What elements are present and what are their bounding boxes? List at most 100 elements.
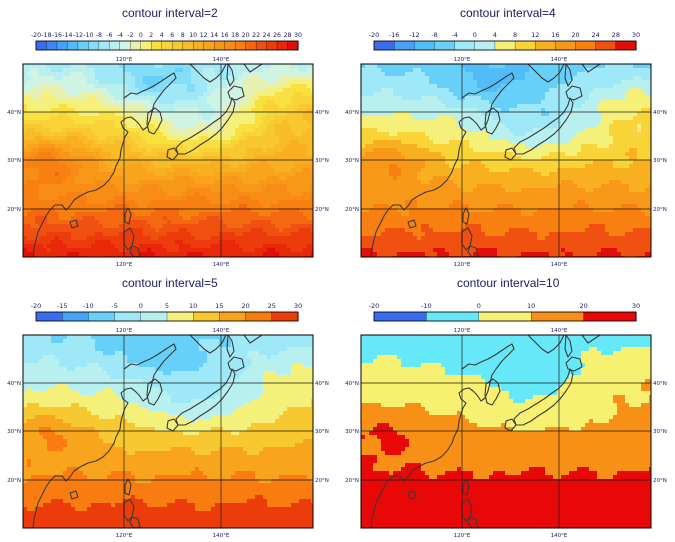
field-cell xyxy=(279,224,283,228)
field-cell xyxy=(227,136,231,140)
field-cell xyxy=(259,116,263,120)
field-cell xyxy=(167,132,171,136)
field-cell xyxy=(525,72,529,76)
field-cell xyxy=(27,180,31,184)
field-cell xyxy=(103,208,107,212)
field-cell xyxy=(183,100,187,104)
field-cell xyxy=(593,96,597,100)
field-cell xyxy=(629,80,633,84)
field-cell xyxy=(159,164,163,168)
field-cell xyxy=(585,128,589,132)
field-cell xyxy=(87,84,91,88)
field-cell xyxy=(155,248,159,252)
field-cell xyxy=(23,148,27,152)
field-cell xyxy=(179,212,183,216)
field-cell xyxy=(299,68,303,72)
field-cell xyxy=(163,212,167,216)
field-cell xyxy=(299,232,303,236)
field-cell xyxy=(525,80,529,84)
field-cell xyxy=(151,192,155,196)
field-cell xyxy=(211,96,215,100)
field-cell xyxy=(143,64,147,68)
field-cell xyxy=(27,172,31,176)
field-cell xyxy=(147,232,151,236)
field-cell xyxy=(35,180,39,184)
field-cell xyxy=(187,232,191,236)
field-cell xyxy=(617,104,621,108)
field-cell xyxy=(287,160,291,164)
field-cell xyxy=(215,204,219,208)
field-cell xyxy=(35,140,39,144)
field-cell xyxy=(191,112,195,116)
field-cell xyxy=(191,120,195,124)
field-cell xyxy=(235,128,239,132)
field-cell xyxy=(159,192,163,196)
field-cell xyxy=(247,172,251,176)
field-cell xyxy=(191,84,195,88)
field-cell xyxy=(295,212,299,216)
field-cell xyxy=(51,80,55,84)
field-cell xyxy=(291,224,295,228)
field-cell xyxy=(95,232,99,236)
field-cell xyxy=(381,72,385,76)
field-cell xyxy=(251,100,255,104)
field-cell xyxy=(143,248,147,252)
field-cell xyxy=(291,88,295,92)
field-cell xyxy=(283,140,287,144)
field-cell xyxy=(187,248,191,252)
field-cell xyxy=(75,76,79,80)
field-cell xyxy=(59,168,63,172)
field-cell xyxy=(291,228,295,232)
field-cell xyxy=(287,64,291,68)
field-cell xyxy=(27,252,31,256)
colorbar-bin xyxy=(596,41,617,50)
field-cell xyxy=(613,92,617,96)
field-cell xyxy=(175,128,179,132)
field-cell xyxy=(123,120,127,124)
field-cell xyxy=(167,96,171,100)
field-cell xyxy=(175,172,179,176)
field-cell xyxy=(187,212,191,216)
field-cell xyxy=(207,168,211,172)
field-cell xyxy=(613,68,617,72)
field-cell xyxy=(461,104,465,108)
field-cell xyxy=(135,196,139,200)
field-cell xyxy=(75,104,79,108)
field-cell xyxy=(123,204,127,208)
field-cell xyxy=(263,144,267,148)
field-cell xyxy=(299,140,303,144)
field-cell xyxy=(51,72,55,76)
field-cell xyxy=(303,204,307,208)
field-cell xyxy=(115,204,119,208)
field-cell xyxy=(469,104,473,108)
field-cell xyxy=(569,92,573,96)
field-cell xyxy=(389,76,393,80)
field-cell xyxy=(263,116,267,120)
field-cell xyxy=(59,220,63,224)
field-cell xyxy=(295,92,299,96)
field-cell xyxy=(239,180,243,184)
field-cell xyxy=(79,132,83,136)
field-cell xyxy=(207,88,211,92)
field-cell xyxy=(255,188,259,192)
field-cell xyxy=(609,124,613,128)
field-cell xyxy=(577,64,581,68)
field-cell xyxy=(457,116,461,120)
field-cell xyxy=(203,192,207,196)
field-cell xyxy=(287,216,291,220)
field-cell xyxy=(247,100,251,104)
field-cell xyxy=(405,84,409,88)
field-cell xyxy=(303,120,307,124)
colorbar-bin xyxy=(57,41,68,50)
field-cell xyxy=(171,128,175,132)
field-cell xyxy=(59,232,63,236)
field-cell xyxy=(23,224,27,228)
field-cell xyxy=(299,252,303,256)
field-cell xyxy=(397,76,401,80)
field-cell xyxy=(637,96,641,100)
field-cell xyxy=(75,84,79,88)
field-cell xyxy=(509,112,513,116)
field-cell xyxy=(79,252,83,256)
field-cell xyxy=(79,120,83,124)
field-cell xyxy=(291,132,295,136)
